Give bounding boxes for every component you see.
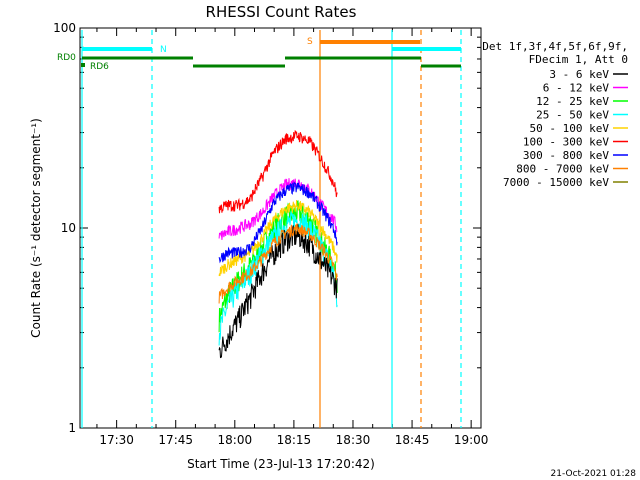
x-tick-label: 17:45	[158, 433, 193, 447]
legend: Det 1f,3f,4f,5f,6f,9f, FDecim 1, Att 0 3…	[482, 40, 628, 189]
y-tick-label: 100	[53, 21, 76, 35]
legend-item-label: 50 - 100 keV	[530, 122, 610, 135]
legend-item-label: 7000 - 15000 keV	[503, 176, 609, 189]
x-tick-label: 18:30	[336, 433, 371, 447]
series-line-50-100kev	[218, 199, 338, 277]
rd6-square	[81, 63, 85, 67]
series-line-3-6kev	[218, 224, 338, 359]
marker-s-label: S	[307, 37, 313, 47]
x-tick-label: 18:15	[277, 433, 312, 447]
state-bars: N S RD0 RD6	[57, 37, 461, 72]
x-tick-label: 19:00	[454, 433, 489, 447]
chart-title: RHESSI Count Rates	[206, 3, 357, 21]
series-line-25-50kev	[218, 211, 338, 346]
series-line-800-7000kev	[218, 222, 338, 304]
x-axis-label: Start Time (23-Jul-13 17:20:42)	[187, 457, 375, 471]
y-tick-label: 1	[68, 421, 76, 435]
series-line-300-800kev	[218, 180, 338, 264]
legend-item-label: 6 - 12 keV	[543, 82, 610, 95]
x-tick-label: 18:45	[395, 433, 430, 447]
x-tick-label: 17:30	[99, 433, 134, 447]
legend-item-label: 100 - 300 keV	[523, 136, 609, 149]
rd0-label: RD0	[57, 53, 76, 63]
legend-item-label: 12 - 25 keV	[536, 95, 609, 108]
rd6-label: RD6	[90, 62, 109, 72]
footer-timestamp: 21-Oct-2021 01:28	[551, 469, 637, 479]
series-line-100-300kev	[218, 129, 338, 214]
y-axis-label: Count Rate (s⁻¹ detector segment⁻¹)	[29, 118, 43, 338]
x-tick-label: 18:00	[218, 433, 253, 447]
series-lines	[218, 129, 338, 359]
legend-item-label: 300 - 800 keV	[523, 149, 609, 162]
marker-n-label: N	[160, 45, 167, 55]
legend-header-2: FDecim 1, Att 0	[529, 53, 628, 66]
legend-header-1: Det 1f,3f,4f,5f,6f,9f,	[482, 40, 628, 53]
legend-item-label: 25 - 50 keV	[536, 109, 609, 122]
legend-item-label: 800 - 7000 keV	[516, 163, 609, 176]
y-tick-label: 10	[61, 221, 76, 235]
legend-item-label: 3 - 6 keV	[549, 68, 609, 81]
axis-ticks: 17:30 17:45 18:00 18:15 18:30 18:45 19:00 1 10 10…	[53, 21, 488, 447]
